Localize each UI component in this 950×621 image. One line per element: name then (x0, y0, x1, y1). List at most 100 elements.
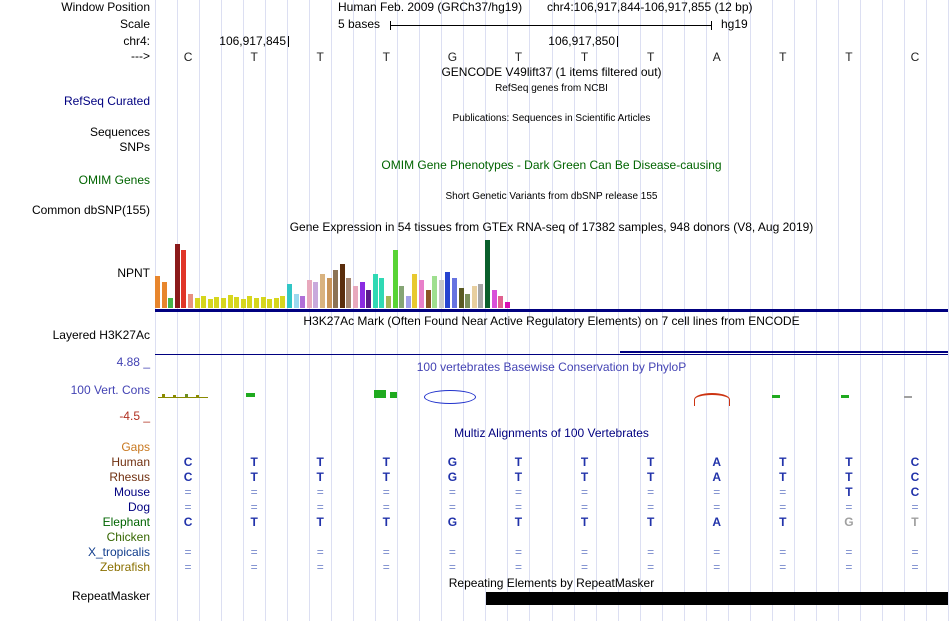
alignment-cell: T (382, 455, 390, 469)
track-label-chicken[interactable]: Chicken (106, 530, 150, 544)
track-label-x_tropicalis[interactable]: X_tropicalis (87, 545, 150, 559)
alignment-cell: T (845, 485, 853, 499)
track-label-gaps[interactable]: Gaps (121, 440, 150, 454)
alignment-cell: = (911, 500, 919, 514)
track-title-phylop[interactable]: 100 vertebrates Basewise Conservation by… (416, 360, 687, 374)
gtex-bar (399, 286, 405, 308)
gtex-bar (221, 298, 226, 308)
track-label-snps[interactable]: SNPs (119, 140, 150, 154)
track-label-elephant[interactable]: Elephant (102, 515, 150, 529)
base-letter: T (646, 50, 655, 64)
track-label-100-vert-cons[interactable]: 100 Vert. Cons (70, 383, 150, 397)
track-label-sequences[interactable]: Sequences (89, 125, 150, 139)
phylop-axis-min: -4.5 _ (119, 409, 150, 423)
alignment-cell: = (316, 485, 324, 499)
gtex-bar (366, 290, 372, 308)
track-label-repeatmasker[interactable]: RepeatMasker (71, 589, 150, 603)
track-label-human[interactable]: Human (111, 455, 150, 469)
alignment-cell: = (713, 500, 721, 514)
alignment-cell: T (250, 515, 258, 529)
track-label-refseq-curated[interactable]: RefSeq Curated (63, 94, 150, 108)
gtex-bar (478, 284, 484, 308)
scale-ruler-left-tick (390, 21, 391, 30)
gtex-bar (306, 280, 312, 308)
alignment-cell: = (382, 500, 390, 514)
alignment-cell: C (183, 455, 193, 469)
gtex-expression-chart[interactable] (155, 240, 515, 308)
track-label-common-dbsnp[interactable]: Common dbSNP(155) (31, 203, 150, 217)
gene-label-npnt[interactable]: NPNT (117, 266, 150, 280)
base-letter: T (580, 50, 589, 64)
alignment-cell: = (382, 485, 390, 499)
alignment-cell: = (514, 500, 522, 514)
track-title-repeatmasker[interactable]: Repeating Elements by RepeatMasker (448, 576, 655, 590)
alignment-cell: C (910, 470, 920, 484)
phylop-mark (390, 392, 397, 398)
gtex-bar (194, 298, 200, 308)
scale-ruler-right-tick (711, 21, 712, 30)
alignment-cell: = (316, 500, 324, 514)
alignment-cell: = (514, 545, 522, 559)
track-label-rhesus[interactable]: Rhesus (109, 470, 150, 484)
phylop-mark (772, 395, 780, 398)
gtex-bar (320, 274, 325, 308)
alignment-cell: = (250, 485, 258, 499)
alignment-cell: A (712, 455, 722, 469)
alignment-cell: T (316, 455, 324, 469)
alignment-cell: = (250, 500, 258, 514)
gtex-bar (339, 264, 345, 308)
alignment-cell: = (184, 485, 192, 499)
track-label-mouse[interactable]: Mouse (113, 485, 150, 499)
alignment-cell: = (184, 545, 192, 559)
alignment-cell: = (316, 560, 324, 574)
alignment-cell: T (250, 455, 258, 469)
scale-label: Scale (119, 17, 150, 31)
gtex-bar (465, 294, 471, 308)
gtex-bar (458, 288, 464, 308)
track-label-zebrafish[interactable]: Zebrafish (99, 560, 150, 574)
alignment-cell: C (910, 485, 920, 499)
alignment-cell: = (647, 545, 655, 559)
alignment-cell: T (514, 455, 523, 469)
gtex-bar (452, 278, 457, 308)
track-label-dog[interactable]: Dog (127, 500, 150, 514)
alignment-cell: = (713, 485, 721, 499)
track-title-publications[interactable]: Publications: Sequences in Scientific Ar… (452, 113, 651, 124)
alignment-cell: = (316, 545, 324, 559)
alignment-cell: = (647, 560, 655, 574)
gridline (948, 0, 949, 621)
gtex-bar (293, 294, 299, 308)
alignment-cell: C (910, 455, 920, 469)
alignment-cell: T (646, 455, 655, 469)
track-title-h3k27ac[interactable]: H3K27Ac Mark (Often Found Near Active Re… (303, 314, 800, 328)
alignment-cell: T (779, 455, 787, 469)
alignment-cell: = (382, 560, 390, 574)
track-label-layered-h3k27ac[interactable]: Layered H3K27Ac (52, 328, 150, 342)
track-title-gencode[interactable]: GENCODE V49lift37 (1 items filtered out) (441, 65, 662, 79)
alignment-cell: = (184, 500, 192, 514)
track-title-omim[interactable]: OMIM Gene Phenotypes - Dark Green Can Be… (381, 158, 722, 172)
alignment-cell: T (580, 515, 589, 529)
alignment-cell: T (779, 515, 787, 529)
window-position-label: Window Position (61, 0, 150, 14)
alignment-cell: = (845, 545, 853, 559)
track-title-gtex[interactable]: Gene Expression in 54 tissues from GTEx … (289, 220, 814, 234)
gtex-bar (504, 302, 510, 308)
gtex-bar (491, 290, 497, 308)
track-title-multiz[interactable]: Multiz Alignments of 100 Vertebrates (454, 426, 649, 440)
alignment-cell: = (448, 500, 456, 514)
phylop-mark (162, 394, 165, 397)
gtex-bar (267, 299, 273, 308)
track-label-omim-genes[interactable]: OMIM Genes (78, 173, 150, 187)
gtex-bar (300, 296, 306, 308)
repeat-element[interactable] (486, 592, 948, 605)
track-title-dbsnp[interactable]: Short Genetic Variants from dbSNP releas… (445, 191, 658, 202)
alignment-cell: = (911, 545, 919, 559)
gtex-bar (372, 274, 378, 308)
phylop-mark (841, 395, 849, 398)
alignment-cell: T (382, 515, 390, 529)
track-title-refseq[interactable]: RefSeq genes from NCBI (495, 83, 608, 94)
alignment-cell: A (712, 470, 722, 484)
gtex-bar (405, 296, 411, 308)
